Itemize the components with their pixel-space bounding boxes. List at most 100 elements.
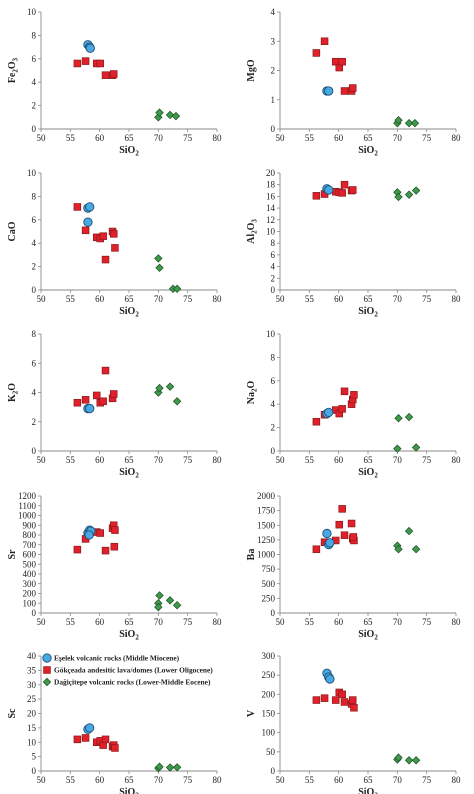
panel-v: 50556065707580050100150200250300SiO2V: [246, 651, 461, 794]
x-tick-label: 65: [125, 617, 135, 627]
y-tick-label: 2: [271, 273, 276, 283]
panel-mgo: 50 55 60 65 70 75 80 0 1 2 3 4 SiO2 MgO: [246, 7, 461, 158]
data-point-gokceada: [349, 533, 358, 541]
data-point-dagicitepe: [404, 190, 414, 199]
data-point-gokceada: [312, 696, 321, 704]
data-point-gokceada: [347, 519, 356, 528]
y-tick-label: 0: [32, 446, 37, 456]
x-tick-label: 80: [452, 775, 462, 785]
data-point-gokceada: [338, 57, 346, 66]
data-point-dagicitepe: [165, 763, 175, 772]
data-point-gokceada: [331, 696, 340, 704]
data-point-dagicitepe: [411, 545, 421, 554]
y-tick-label: 0: [32, 285, 37, 295]
legend-label-eselek: Eşelek volcanic rocks (Middle Miocene): [54, 654, 180, 663]
data-point-gokceada: [338, 189, 346, 197]
data-point-dagicitepe: [172, 397, 182, 406]
y-tick-label: 10: [27, 7, 37, 17]
x-tick-label: 60: [95, 133, 105, 143]
x-tick-label: 80: [452, 455, 462, 465]
x-tick-label: 65: [364, 294, 374, 304]
data-point-eselek: [324, 407, 334, 418]
y-tick-label: 6: [32, 358, 37, 368]
y-tick-label: 1: [271, 95, 276, 105]
data-point-gokceada: [340, 698, 349, 706]
x-tick-label: 70: [154, 775, 164, 785]
y-tick-label: 30: [27, 680, 37, 690]
x-tick-label: 65: [125, 455, 135, 465]
data-point-gokceada: [109, 70, 118, 78]
y-tick-label: 1000: [257, 550, 276, 560]
x-tick-label: 80: [213, 617, 223, 627]
data-point-gokceada: [73, 545, 82, 554]
y-tick-label: 16: [266, 191, 276, 201]
panel-fe2o3: 50 55 60 65 70 75 80 0 2 4 6 8 10 SiO2 Fe2O3: [7, 7, 222, 158]
data-point-dagicitepe: [165, 382, 175, 391]
y-tick-label: 8: [271, 352, 276, 362]
y-tick-label: 250: [262, 593, 276, 603]
y-tick-label: 10: [27, 737, 37, 747]
data-point-dagicitepe: [393, 444, 402, 453]
data-point-gokceada: [111, 526, 119, 534]
y-tick-label: 2000: [257, 491, 276, 501]
y-tick-label: 200: [23, 589, 37, 599]
x-tick-label: 65: [364, 455, 374, 465]
data-point-gokceada: [350, 703, 358, 712]
panel-k2o: 50 55 60 65 70 75 80 0 2 4 6 8 SiO2 K2O: [7, 329, 222, 480]
y-tick-label: 700: [23, 540, 37, 550]
x-tick-label: 60: [334, 133, 344, 143]
x-axis-label: SiO2: [358, 787, 378, 794]
y-tick-label: 8: [32, 329, 37, 339]
y-tick-label: 4: [32, 77, 37, 87]
data-point-dagicitepe: [172, 601, 182, 610]
x-tick-label: 70: [154, 617, 164, 627]
y-axis-label: Sc: [7, 708, 18, 719]
y-axis-label: V: [246, 709, 257, 717]
y-tick-label: 10: [266, 227, 276, 237]
x-axis-label: SiO2: [358, 145, 378, 158]
data-point-dagicitepe: [394, 753, 403, 762]
x-axis-label: SiO2: [119, 467, 139, 480]
y-tick-label: 1250: [257, 535, 276, 545]
y-tick-label: 4: [271, 262, 276, 272]
x-tick-label: 80: [452, 617, 462, 627]
data-point-gokceada: [73, 398, 82, 407]
data-point-eselek: [85, 723, 95, 733]
x-tick-label: 65: [125, 775, 135, 785]
y-axis-label: Fe2O3: [7, 57, 20, 83]
data-point-dagicitepe: [171, 111, 181, 121]
x-tick-label: 50: [37, 294, 47, 304]
x-tick-label: 65: [364, 775, 374, 785]
data-point-dagicitepe: [155, 591, 164, 600]
data-point-dagicitepe: [165, 110, 175, 120]
x-tick-label: 75: [183, 455, 193, 465]
y-tick-label: 400: [23, 569, 37, 579]
data-point-dagicitepe: [165, 596, 175, 605]
data-point-gokceada: [101, 71, 110, 79]
data-point-dagicitepe: [155, 762, 164, 771]
legend: Eşelek volcanic rocks (Middle Miocene) Gö…: [42, 653, 213, 687]
y-tick-label: 0: [32, 608, 37, 618]
data-point-dagicitepe: [411, 756, 421, 765]
data-point-dagicitepe: [404, 118, 414, 128]
y-tick-label: 20: [27, 709, 37, 719]
data-point-gokceada: [348, 696, 357, 704]
y-tick-label: 35: [27, 665, 37, 675]
panel-sr: 50 55 60 65 70 75 8001002003004005006007008009…: [7, 491, 222, 642]
y-axis-label: Ba: [246, 549, 257, 561]
data-point-gokceada: [312, 192, 321, 200]
data-point-gokceada: [338, 405, 346, 413]
x-tick-label: 65: [125, 133, 135, 143]
data-point-dagicitepe: [404, 526, 414, 536]
x-tick-label: 65: [125, 294, 135, 304]
y-tick-label: 200: [262, 689, 276, 699]
data-point-gokceada: [73, 59, 82, 68]
x-tick-label: 70: [154, 133, 164, 143]
data-point-eselek: [324, 185, 334, 195]
data-point-gokceada: [81, 396, 90, 404]
data-point-dagicitepe: [154, 254, 163, 263]
y-tick-label: 6: [271, 250, 276, 260]
data-point-dagicitepe: [411, 443, 421, 452]
y-tick-label: 8: [271, 238, 276, 248]
data-point-gokceada: [335, 520, 344, 529]
